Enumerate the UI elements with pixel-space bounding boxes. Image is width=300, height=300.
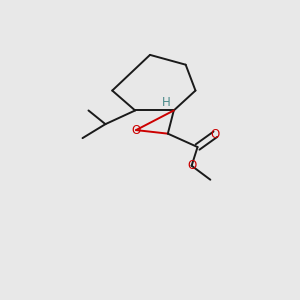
Text: H: H xyxy=(161,96,170,109)
Text: O: O xyxy=(131,124,141,136)
Text: O: O xyxy=(211,128,220,141)
Text: O: O xyxy=(187,159,196,172)
